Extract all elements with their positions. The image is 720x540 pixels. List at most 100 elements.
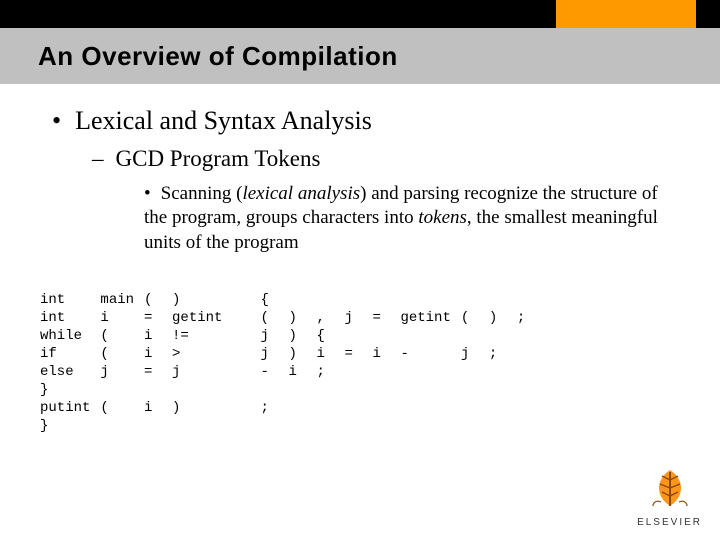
token-cell: int	[40, 292, 100, 310]
token-cell	[400, 328, 460, 346]
token-cell	[461, 382, 489, 400]
token-cell: =	[144, 310, 172, 328]
token-cell	[489, 328, 517, 346]
bullet1-text: Lexical and Syntax Analysis	[75, 106, 372, 136]
token-cell	[172, 418, 232, 436]
token-cell: {	[316, 328, 344, 346]
token-cell	[517, 328, 545, 346]
token-cell	[316, 418, 344, 436]
token-cell	[232, 328, 260, 346]
token-cell: ;	[316, 364, 344, 382]
elsevier-tree-icon	[647, 466, 693, 510]
token-cell	[316, 382, 344, 400]
token-cell	[344, 418, 372, 436]
token-cell: j	[260, 346, 288, 364]
token-cell	[517, 346, 545, 364]
token-cell	[461, 400, 489, 418]
tokens-row: putint(i);	[40, 400, 545, 418]
tokens-row: while(i!=j){	[40, 328, 545, 346]
token-cell	[288, 292, 316, 310]
token-cell: )	[172, 400, 232, 418]
token-cell	[517, 418, 545, 436]
token-cell	[260, 418, 288, 436]
token-cell	[288, 382, 316, 400]
token-cell: j	[260, 328, 288, 346]
token-cell	[232, 400, 260, 418]
token-cell: !=	[172, 328, 232, 346]
token-cell: if	[40, 346, 100, 364]
token-cell: j	[344, 310, 372, 328]
tokens-row: inti=getint(),j=getint();	[40, 310, 545, 328]
token-cell	[400, 382, 460, 400]
title-bar: An Overview of Compilation	[0, 28, 720, 84]
token-cell	[461, 292, 489, 310]
token-cell	[489, 400, 517, 418]
token-cell	[489, 382, 517, 400]
bullet3-italic: lexical analysis	[242, 183, 360, 204]
bullet-level-2: – GCD Program Tokens	[92, 146, 692, 172]
token-cell	[461, 418, 489, 436]
token-cell	[344, 382, 372, 400]
token-cell: }	[40, 382, 100, 400]
slide-content: • Lexical and Syntax Analysis – GCD Prog…	[52, 106, 692, 255]
token-cell	[288, 400, 316, 418]
token-cell	[461, 328, 489, 346]
token-cell: (	[461, 310, 489, 328]
token-cell	[344, 364, 372, 382]
token-cell	[232, 292, 260, 310]
token-cell	[232, 382, 260, 400]
bullet3-italic2: tokens	[418, 207, 467, 228]
token-cell	[172, 382, 232, 400]
token-cell	[400, 364, 460, 382]
token-cell: i	[144, 346, 172, 364]
token-cell: (	[260, 310, 288, 328]
token-cell	[372, 328, 400, 346]
token-cell	[144, 382, 172, 400]
token-cell	[344, 292, 372, 310]
token-cell	[232, 346, 260, 364]
token-cell	[517, 364, 545, 382]
bullet3-prefix: Scanning (	[161, 183, 243, 204]
token-cell	[372, 364, 400, 382]
tokens-row: elsej=j-i;	[40, 364, 545, 382]
tokens-row: }	[40, 418, 545, 436]
token-cell: (	[100, 400, 144, 418]
token-cell	[144, 418, 172, 436]
token-cell: =	[344, 346, 372, 364]
token-cell	[517, 400, 545, 418]
token-cell	[288, 418, 316, 436]
token-cell: )	[172, 292, 232, 310]
token-cell: int	[40, 310, 100, 328]
token-cell	[260, 382, 288, 400]
token-cell: (	[100, 328, 144, 346]
token-cell: i	[316, 346, 344, 364]
token-cell: j	[100, 364, 144, 382]
publisher-logo: ELSEVIER	[637, 466, 702, 528]
token-cell	[400, 400, 460, 418]
token-cell: >	[172, 346, 232, 364]
token-cell: ;	[489, 346, 517, 364]
token-cell: j	[172, 364, 232, 382]
token-cell	[232, 310, 260, 328]
token-cell	[344, 328, 372, 346]
token-cell: i	[144, 400, 172, 418]
token-cell	[232, 418, 260, 436]
token-cell	[489, 418, 517, 436]
token-cell: else	[40, 364, 100, 382]
slide-title: An Overview of Compilation	[38, 41, 398, 72]
bullet2-text: GCD Program Tokens	[116, 146, 321, 172]
token-cell: =	[144, 364, 172, 382]
token-cell: ,	[316, 310, 344, 328]
token-cell	[232, 364, 260, 382]
token-cell	[316, 400, 344, 418]
token-cell: -	[260, 364, 288, 382]
token-cell: i	[100, 310, 144, 328]
token-cell: getint	[400, 310, 460, 328]
tokens-tbody: intmain(){inti=getint(),j=getint();while…	[40, 292, 545, 436]
token-cell: )	[489, 310, 517, 328]
token-cell: putint	[40, 400, 100, 418]
token-cell: main	[100, 292, 144, 310]
token-cell: )	[288, 346, 316, 364]
token-cell: while	[40, 328, 100, 346]
token-cell: }	[40, 418, 100, 436]
